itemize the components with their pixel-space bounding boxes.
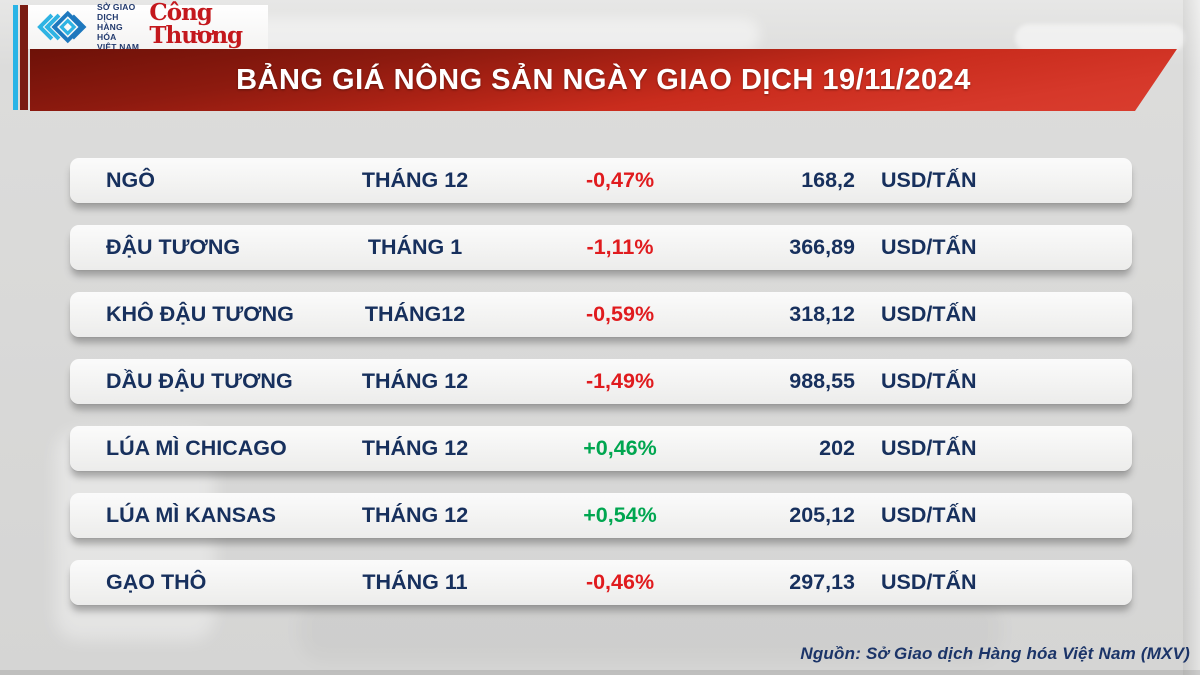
accent-stripe-maroon: [20, 5, 28, 110]
contract-month: THÁNG 1: [367, 235, 463, 259]
price-table: NGÔ THÁNG 12 -0,47% 168,2 USD/TẤN ĐẬU TƯ…: [70, 158, 1132, 627]
commodity-name: LÚA MÌ KANSAS: [106, 503, 277, 527]
price-value: 297,13: [789, 570, 855, 594]
congthuong-logo: Công Thương: [149, 1, 262, 53]
mxv-name: SỞ GIAO DỊCH HÀNG HÓA VIỆT NAM: [97, 2, 140, 52]
bottom-edge-shading: [0, 670, 1200, 675]
change-percent: +0,46%: [583, 436, 657, 460]
contract-month: THÁNG 12: [361, 168, 469, 192]
contract-month: THÁNG 12: [361, 503, 469, 527]
commodity-name: DẦU ĐẬU TƯƠNG: [106, 369, 293, 393]
logo-panel: SỞ GIAO DỊCH HÀNG HÓA VIỆT NAM Công Thươ…: [28, 1, 268, 53]
background-watermark: [200, 18, 760, 52]
price-value: 202: [819, 436, 855, 460]
commodity-name: KHÔ ĐẬU TƯƠNG: [106, 302, 294, 326]
price-value: 318,12: [789, 302, 855, 326]
price-value: 168,2: [801, 168, 855, 192]
price-value: 205,12: [789, 503, 855, 527]
contract-month: THÁNG 12: [361, 436, 469, 460]
mxv-logo-icon: [37, 10, 87, 44]
change-percent: -0,47%: [585, 168, 655, 192]
table-row-kho-dau-tuong: KHÔ ĐẬU TƯƠNG THÁNG12 -0,59% 318,12 USD/…: [70, 292, 1132, 337]
price-unit: USD/TẤN: [881, 503, 977, 527]
change-percent: -0,46%: [585, 570, 655, 594]
table-row-lua-mi-chicago: LÚA MÌ CHICAGO THÁNG 12 +0,46% 202 USD/T…: [70, 426, 1132, 471]
table-row-lua-mi-kansas: LÚA MÌ KANSAS THÁNG 12 +0,54% 205,12 USD…: [70, 493, 1132, 538]
price-unit: USD/TẤN: [881, 302, 977, 326]
price-unit: USD/TẤN: [881, 570, 977, 594]
background-watermark: [1015, 24, 1185, 52]
price-unit: USD/TẤN: [881, 369, 977, 393]
change-percent: -1,49%: [585, 369, 655, 393]
table-row-ngo: NGÔ THÁNG 12 -0,47% 168,2 USD/TẤN: [70, 158, 1132, 203]
price-value: 988,55: [789, 369, 855, 393]
congthuong-wordmark: Công Thương: [149, 0, 243, 49]
price-value: 366,89: [789, 235, 855, 259]
source-credit: Nguồn: Sở Giao dịch Hàng hóa Việt Nam (M…: [800, 644, 1190, 663]
table-row-dau-tuong: ĐẬU TƯƠNG THÁNG 1 -1,11% 366,89 USD/TẤN: [70, 225, 1132, 270]
accent-stripe-cyan: [13, 5, 18, 110]
commodity-name: ĐẬU TƯƠNG: [106, 235, 241, 259]
contract-month: THÁNG 12: [361, 369, 469, 393]
commodity-name: GẠO THÔ: [106, 570, 207, 594]
commodity-name: LÚA MÌ CHICAGO: [106, 436, 287, 460]
contract-month: THÁNG 11: [362, 570, 468, 594]
right-edge-shading: [1183, 0, 1200, 675]
title-banner: BẢNG GIÁ NÔNG SẢN NGÀY GIAO DỊCH 19/11/2…: [30, 49, 1177, 111]
table-row-gao-tho: GẠO THÔ THÁNG 11 -0,46% 297,13 USD/TẤN: [70, 560, 1132, 605]
commodity-name: NGÔ: [106, 168, 155, 192]
page-title: BẢNG GIÁ NÔNG SẢN NGÀY GIAO DỊCH 19/11/2…: [236, 63, 971, 96]
change-percent: +0,54%: [583, 503, 657, 527]
price-unit: USD/TẤN: [881, 436, 977, 460]
price-unit: USD/TẤN: [881, 235, 977, 259]
price-unit: USD/TẤN: [881, 168, 977, 192]
change-percent: -1,11%: [586, 235, 654, 259]
table-row-dau-dau-tuong: DẦU ĐẬU TƯƠNG THÁNG 12 -1,49% 988,55 USD…: [70, 359, 1132, 404]
change-percent: -0,59%: [585, 302, 655, 326]
contract-month: THÁNG12: [364, 302, 466, 326]
